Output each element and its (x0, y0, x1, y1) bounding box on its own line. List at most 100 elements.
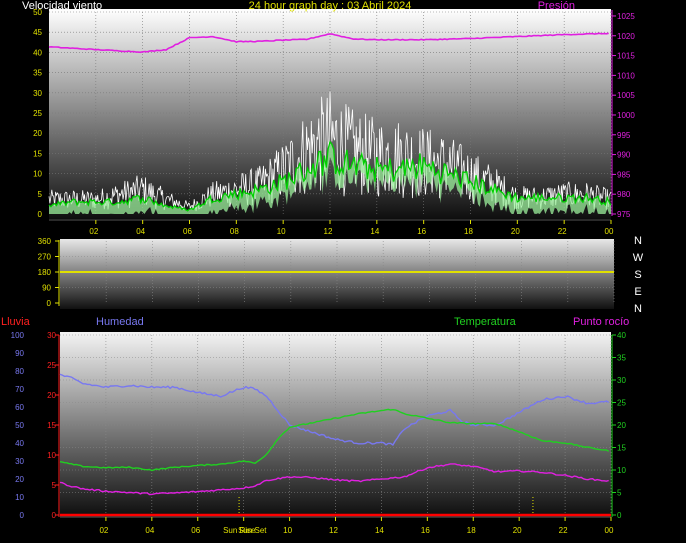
wind-axis-tick: 0 (38, 210, 43, 219)
x-axis-tick: 20 (511, 227, 520, 236)
direction-axis-tick: 360 (38, 237, 52, 246)
humidity-line (59, 373, 610, 447)
humidity-axis-tick: 60 (15, 403, 24, 412)
pressure-axis-tick: 985 (617, 170, 631, 179)
x-axis-tick: 06 (191, 526, 200, 535)
x-axis-tick: 18 (464, 227, 473, 236)
humidity-axis-tick: 0 (20, 511, 25, 520)
temperature-axis-tick: 10 (617, 466, 626, 475)
wind-axis-tick: 45 (33, 28, 42, 37)
x-axis-tick: 02 (99, 526, 108, 535)
wind-label: Velocidad viento (22, 0, 102, 12)
temperature-axis-tick: 40 (617, 331, 626, 340)
x-axis-tick: 20 (513, 526, 522, 535)
pressure-axis-tick: 1015 (617, 52, 635, 61)
x-axis-tick: 16 (417, 227, 426, 236)
x-axis-tick: 12 (324, 227, 333, 236)
wind-axis-tick: 35 (33, 69, 42, 78)
humidity-axis-tick: 70 (15, 385, 24, 394)
pressure-axis-tick: 1005 (617, 91, 635, 100)
compass-label: N (634, 235, 642, 247)
x-axis-tick: 16 (421, 526, 430, 535)
x-axis-tick: 10 (283, 526, 292, 535)
temperature-axis-tick: 20 (617, 421, 626, 430)
humidity-axis-tick: 80 (15, 367, 24, 376)
rain-axis-tick: 10 (47, 451, 56, 460)
direction-axis-tick: 90 (42, 284, 51, 293)
pressure-axis-tick: 990 (617, 151, 631, 160)
compass-label: N (634, 303, 642, 315)
humidity-axis-tick: 50 (15, 421, 24, 430)
wind-average-line (48, 140, 612, 212)
rain-axis-tick: 30 (47, 331, 56, 340)
graph-title: 24 hour graph day : 03 Abril 2024 (249, 0, 412, 12)
wind-axis-tick: 50 (33, 8, 42, 17)
pressure-axis-tick: 1025 (617, 12, 635, 21)
sunrise-label: Sun Rise (223, 526, 256, 535)
direction-axis-tick: 270 (38, 253, 52, 262)
pressure-axis-tick: 980 (617, 190, 631, 199)
humidity-axis-tick: 40 (15, 439, 24, 448)
x-axis-tick: 14 (375, 526, 384, 535)
compass-label: W (633, 252, 644, 264)
temperature-label: Temperatura (454, 316, 517, 328)
rain-label: Lluvia (1, 316, 31, 328)
wind-axis-tick: 5 (38, 190, 43, 199)
wind-average-band (49, 141, 611, 214)
x-axis-tick: 00 (605, 526, 614, 535)
x-axis-tick: 18 (467, 526, 476, 535)
x-axis-tick: 14 (370, 227, 379, 236)
dew-point-line (59, 463, 609, 496)
wind-axis-tick: 15 (33, 149, 42, 158)
x-axis-tick: 06 (183, 227, 192, 236)
compass-label: S (634, 269, 641, 281)
temperature-axis-tick: 35 (617, 354, 626, 363)
temperature-axis-tick: 30 (617, 376, 626, 385)
pressure-axis-tick: 1020 (617, 32, 635, 41)
humidity-axis-tick: 20 (15, 475, 24, 484)
x-axis-tick: 22 (559, 526, 568, 535)
x-axis-tick: 10 (277, 227, 286, 236)
x-axis-tick: 04 (145, 526, 154, 535)
pressure-label: Presión (538, 0, 575, 12)
wind-gust-line (48, 91, 612, 212)
rain-axis-tick: 20 (47, 391, 56, 400)
humidity-axis-tick: 30 (15, 457, 24, 466)
direction-axis-tick: 0 (47, 299, 52, 308)
temperature-axis-tick: 25 (617, 399, 626, 408)
wind-axis-tick: 20 (33, 129, 42, 138)
pressure-axis-tick: 1000 (617, 111, 635, 120)
rain-axis-tick: 25 (47, 361, 56, 370)
pressure-axis-tick: 995 (617, 131, 631, 140)
x-axis-tick: 04 (136, 227, 145, 236)
wind-axis-tick: 10 (33, 170, 42, 179)
dew-point-label: Punto rocío (573, 316, 629, 328)
sunset-label: Sun Set (238, 526, 267, 535)
x-axis-tick: 12 (329, 526, 338, 535)
temperature-axis-tick: 15 (617, 444, 626, 453)
x-axis-tick: 22 (558, 227, 567, 236)
pressure-line (48, 32, 609, 54)
humidity-axis-tick: 10 (15, 493, 24, 502)
rain-axis-tick: 15 (47, 421, 56, 430)
rain-axis-tick: 5 (52, 481, 57, 490)
compass-label: E (634, 286, 641, 298)
temperature-axis-tick: 0 (617, 511, 622, 520)
humidity-axis-tick: 90 (15, 349, 24, 358)
x-axis-tick: 00 (605, 227, 614, 236)
wind-axis-tick: 40 (33, 48, 42, 57)
temperature-axis-tick: 5 (617, 489, 622, 498)
pressure-axis-tick: 1010 (617, 71, 635, 80)
wind-axis-tick: 30 (33, 89, 42, 98)
x-axis-tick: 02 (89, 227, 98, 236)
pressure-axis-tick: 975 (617, 210, 631, 219)
rain-axis-tick: 0 (52, 511, 57, 520)
wind-axis-tick: 25 (33, 109, 42, 118)
x-axis-tick: 08 (230, 227, 239, 236)
humidity-axis-tick: 100 (11, 331, 25, 340)
direction-axis-tick: 180 (38, 268, 52, 277)
